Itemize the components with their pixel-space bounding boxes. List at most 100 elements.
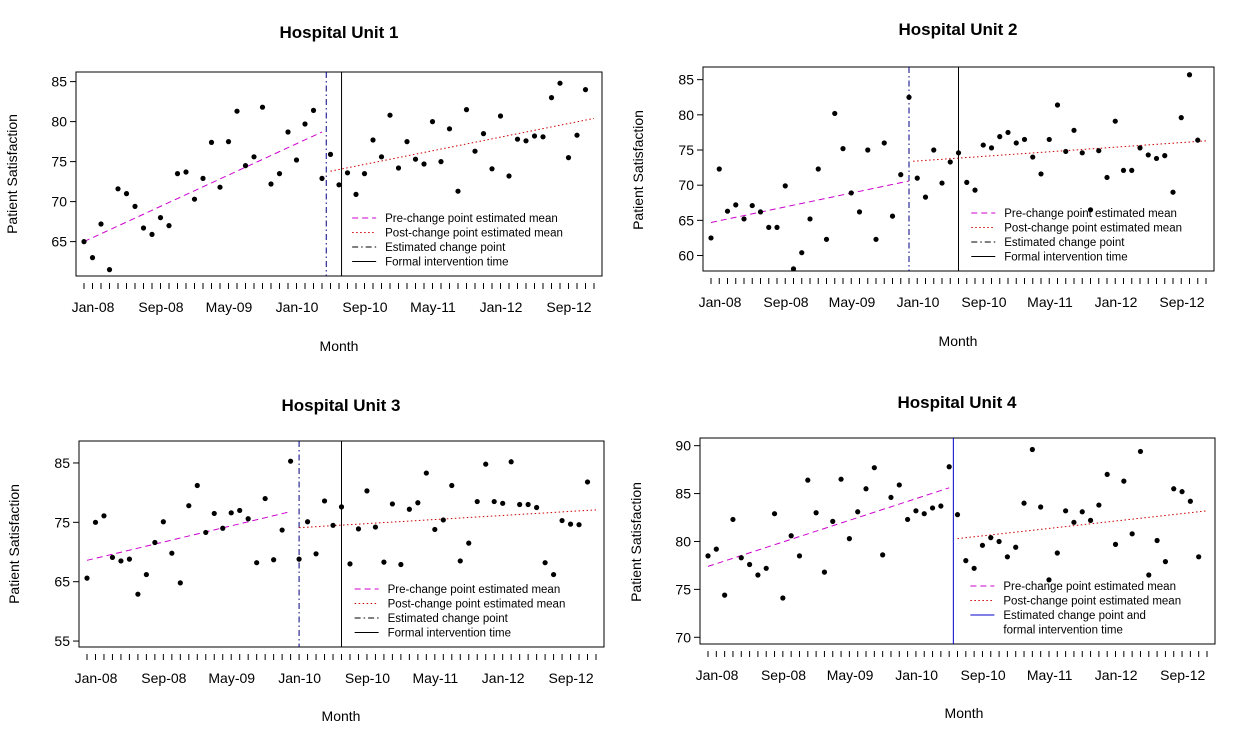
data-point [1096,148,1102,154]
data-point [438,159,444,165]
data-point [1178,115,1184,121]
data-point [856,209,863,215]
x-axis-label: Month [320,338,359,354]
data-point [483,461,489,467]
plot-frame [75,71,603,277]
data-point [713,546,719,552]
data-point [440,517,446,523]
y-tick-label: 55 [54,633,70,649]
data-point [406,506,412,512]
data-point [183,169,189,175]
x-tick-label: Jan-10 [897,294,940,310]
data-point [1038,171,1044,177]
data-point [733,202,739,208]
data-point [830,518,836,524]
data-point [584,479,591,485]
data-point [92,519,99,525]
data-point [211,510,217,517]
x-tick-label: Sep-12 [546,299,591,315]
data-point [98,221,104,227]
data-point [559,517,565,524]
data-point [730,516,736,523]
data-point [1021,500,1027,506]
data-point [152,539,158,546]
x-tick-label: Jan-10 [278,670,321,686]
data-point [774,224,780,230]
data-point [1137,448,1144,455]
data-point [378,154,385,160]
data-point [245,516,251,522]
data-point [1054,102,1061,108]
data-point [1112,118,1118,124]
chart-title: Hospital Unit 3 [281,396,400,415]
data-point [1162,153,1168,159]
data-point [716,166,722,172]
y-tick-label: 60 [678,248,694,264]
data-point [523,138,529,144]
data-point [576,522,582,528]
data-point [1129,167,1135,174]
data-point [921,511,927,517]
data-point [310,107,317,113]
data-point [922,194,929,200]
data-point [109,554,116,560]
data-point [474,498,480,505]
data-point [1071,519,1077,525]
data-point [1179,489,1185,495]
data-point [404,139,410,145]
data-point [534,504,540,511]
data-point [157,215,164,221]
data-point [840,146,846,152]
mean-line [83,131,323,243]
data-point [889,213,896,219]
data-point [319,175,325,181]
x-tick-label: Jan-08 [75,670,118,686]
data-point [929,505,936,511]
data-point [327,151,334,157]
data-point [296,556,302,562]
data-point [771,511,778,517]
y-axis-label: Patient Satisfaction [4,114,20,234]
x-tick-label: Jan-12 [482,670,525,686]
chart-title: Hospital Unit 1 [279,23,398,42]
data-point [763,565,769,571]
data-point [898,172,904,178]
data-point [873,236,879,242]
data-point [1038,504,1044,510]
data-point [881,140,887,146]
y-tick-label: 80 [678,107,694,123]
data-point [276,171,283,177]
data-point [954,512,961,518]
x-tick-label: Jan-08 [699,294,742,310]
data-point [398,561,404,568]
x-tick-label: May-11 [413,670,459,686]
data-point [169,550,175,556]
data-point [387,112,393,118]
data-point [1162,559,1169,565]
plot-area: 70 75 80 85 90 Jan-08 Sep-08 May-09 Jan-10 Sep-10… [675,437,1216,683]
data-point [166,223,172,229]
data-point [429,119,436,125]
data-point [288,458,294,464]
data-point [1129,531,1135,537]
y-tick-label: 90 [675,438,691,454]
data-point [446,126,453,132]
data-point [565,155,572,161]
data-point [372,524,379,530]
data-point [708,235,714,241]
x-tick-label: May-11 [1027,667,1073,683]
mean-line [299,509,597,529]
data-point [1112,541,1119,547]
data-point [412,156,419,162]
mean-line [86,511,291,561]
legend-entry: Post-change point estimated mean [385,228,563,240]
data-point [550,571,557,578]
y-tick-label: 70 [51,194,67,210]
data-point [106,267,113,273]
data-point [1170,189,1176,195]
data-point [531,133,538,139]
data-point [118,558,124,564]
data-point [905,516,911,523]
data-point [1004,554,1011,560]
data-point [1153,155,1160,162]
